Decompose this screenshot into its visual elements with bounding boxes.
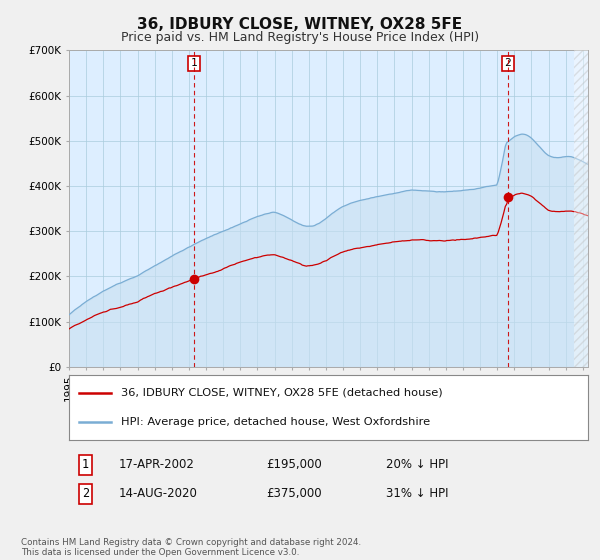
Text: 17-APR-2002: 17-APR-2002	[118, 458, 194, 472]
Text: 31% ↓ HPI: 31% ↓ HPI	[386, 487, 448, 501]
Text: £195,000: £195,000	[266, 458, 322, 472]
Text: £375,000: £375,000	[266, 487, 322, 501]
Text: HPI: Average price, detached house, West Oxfordshire: HPI: Average price, detached house, West…	[121, 417, 430, 427]
Text: 36, IDBURY CLOSE, WITNEY, OX28 5FE: 36, IDBURY CLOSE, WITNEY, OX28 5FE	[137, 17, 463, 32]
Text: 20% ↓ HPI: 20% ↓ HPI	[386, 458, 448, 472]
Text: Price paid vs. HM Land Registry's House Price Index (HPI): Price paid vs. HM Land Registry's House …	[121, 31, 479, 44]
Text: 36, IDBURY CLOSE, WITNEY, OX28 5FE (detached house): 36, IDBURY CLOSE, WITNEY, OX28 5FE (deta…	[121, 388, 443, 398]
Text: 1: 1	[190, 58, 197, 68]
Text: Contains HM Land Registry data © Crown copyright and database right 2024.
This d: Contains HM Land Registry data © Crown c…	[21, 538, 361, 557]
Text: 2: 2	[505, 58, 511, 68]
Text: 1: 1	[82, 458, 89, 472]
Text: 2: 2	[82, 487, 89, 501]
Text: 14-AUG-2020: 14-AUG-2020	[118, 487, 197, 501]
